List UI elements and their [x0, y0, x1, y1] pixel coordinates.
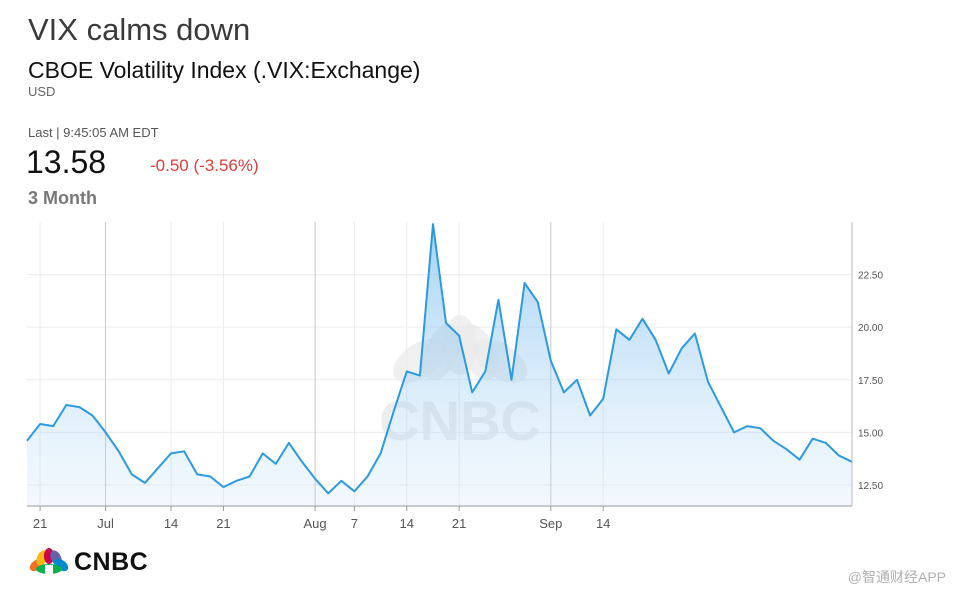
currency-label: USD	[28, 84, 56, 99]
y-tick-label: 12.50	[858, 481, 883, 492]
x-tick-label: 14	[400, 516, 414, 531]
x-tick-label: 21	[452, 516, 466, 531]
price-change: -0.50 (-3.56%)	[150, 156, 259, 175]
y-tick-label: 20.00	[858, 323, 883, 334]
x-tick-label: 21	[33, 516, 47, 531]
area-layer	[26, 223, 853, 506]
x-tick-label: 21	[216, 516, 230, 531]
axis-layer: 12.50 15.00 17.50 20.00 22.50 21 Jul 14 21 Aug 7 14…	[27, 222, 883, 531]
y-tick-label: 15.00	[858, 428, 883, 439]
x-tick-label: 14	[164, 516, 178, 531]
x-tick-label: 7	[351, 516, 358, 531]
x-tick-label: Aug	[304, 516, 327, 531]
peacock-icon	[29, 548, 69, 575]
x-tick-label: 14	[596, 516, 610, 531]
last-updated-label: Last | 9:45:05 AM EDT	[28, 125, 159, 140]
time-range-label: 3 Month	[28, 188, 97, 208]
cnbc-logo: CNBC	[28, 547, 148, 577]
cnbc-logo-text: CNBC	[74, 547, 149, 576]
app-watermark: @智通财经APP	[847, 569, 946, 585]
series-area-fill	[27, 224, 852, 506]
y-tick-label: 22.50	[858, 271, 883, 282]
y-tick-label: 17.50	[858, 376, 883, 387]
index-name: CBOE Volatility Index (.VIX:Exchange)	[28, 57, 421, 83]
x-tick-label: Jul	[97, 516, 114, 531]
series-line	[26, 223, 853, 495]
vix-area-chart: CNBC 12.5015.0017.5020.0022.5021Jul1421A…	[26, 222, 883, 531]
x-tick-label: Sep	[539, 516, 562, 531]
headline: VIX calms down	[28, 12, 251, 47]
last-price: 13.58	[26, 144, 107, 180]
